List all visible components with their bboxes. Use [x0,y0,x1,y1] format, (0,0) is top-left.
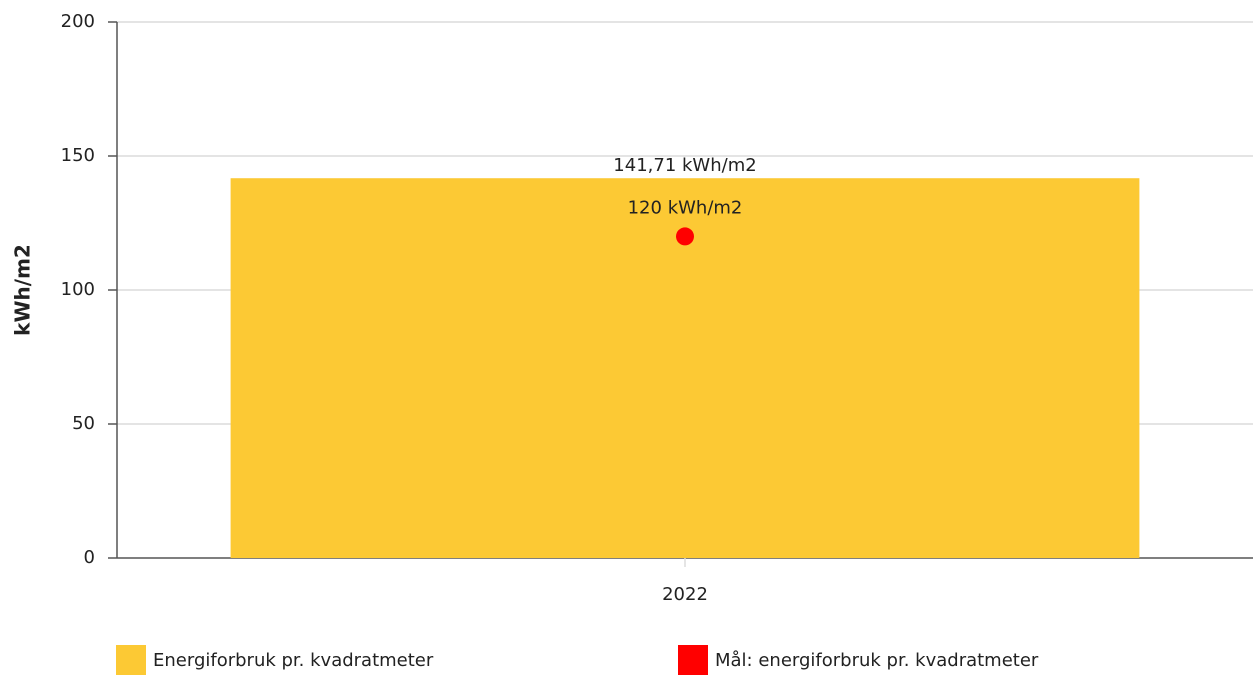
point [676,227,694,246]
x-tick-label: 2022 [662,584,708,605]
data-label: 141,71 kWh/m2 [613,155,756,176]
y-tick-label: 100 [61,279,95,300]
y-tick-label: 150 [61,145,95,166]
legend-label: Energiforbruk pr. kvadratmeter [153,650,434,671]
y-tick-label: 50 [72,413,95,434]
legend-swatch [116,645,146,675]
y-tick-label: 0 [84,547,95,568]
y-axis-label: kWh/m2 [11,244,35,336]
data-label: 120 kWh/m2 [628,197,743,218]
legend-swatch [678,645,708,675]
y-tick-label: 200 [61,11,95,32]
legend-label: Mål: energiforbruk pr. kvadratmeter [715,650,1039,671]
